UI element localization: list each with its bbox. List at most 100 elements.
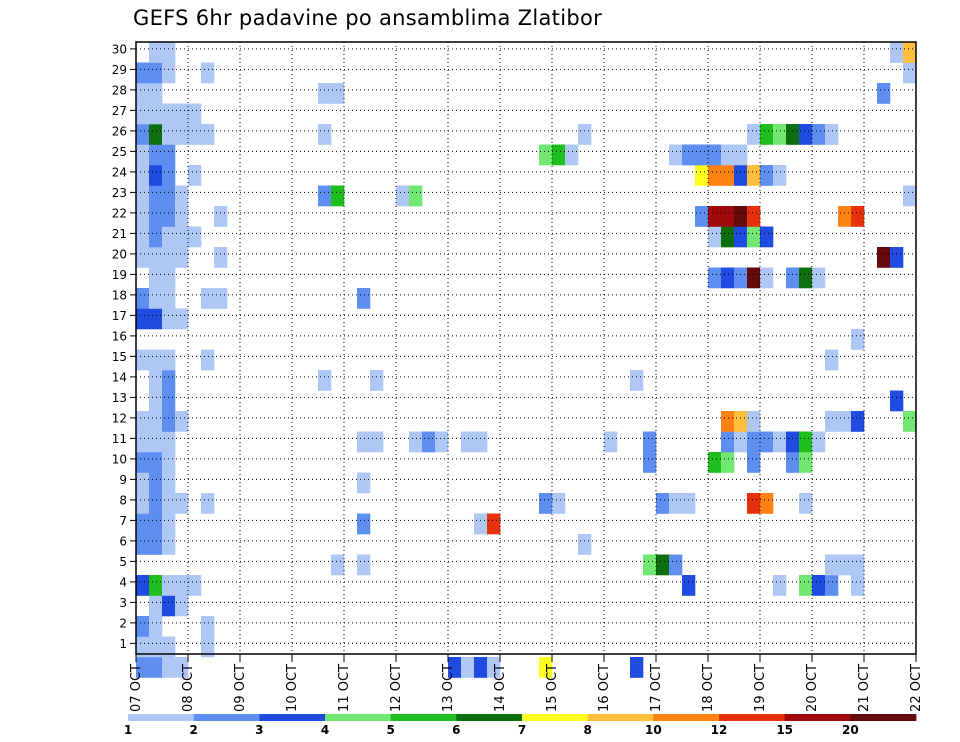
heatmap-cell bbox=[747, 431, 761, 453]
heatmap-cell bbox=[175, 226, 189, 248]
heatmap-cell bbox=[201, 288, 215, 309]
y-tick-label: 27 bbox=[112, 104, 127, 118]
heatmap-cell bbox=[851, 554, 865, 576]
colorbar-label: 15 bbox=[776, 723, 793, 737]
heatmap-cell bbox=[552, 493, 566, 514]
heatmap-cell bbox=[149, 185, 163, 207]
heatmap-cell bbox=[799, 493, 813, 514]
heatmap-cell bbox=[162, 636, 176, 658]
colorbar-swatch bbox=[522, 714, 589, 721]
colorbar-swatch bbox=[193, 714, 260, 721]
heatmap-cell bbox=[799, 431, 813, 453]
heatmap-cell bbox=[812, 124, 826, 145]
heatmap-cell bbox=[734, 144, 748, 166]
heatmap-cell bbox=[149, 103, 163, 125]
y-tick-label: 20 bbox=[112, 247, 127, 261]
heatmap-cell bbox=[604, 431, 618, 453]
heatmap-cell bbox=[136, 452, 150, 473]
heatmap-cell bbox=[656, 554, 670, 576]
y-tick-label: 1 bbox=[119, 637, 127, 651]
heatmap-cell bbox=[331, 554, 345, 576]
heatmap-cell bbox=[136, 636, 150, 658]
x-tick-label: 10 OCT bbox=[285, 664, 300, 712]
heatmap-cell bbox=[851, 575, 865, 596]
heatmap-cell bbox=[370, 431, 384, 453]
heatmap-cell bbox=[162, 370, 176, 391]
heatmap-cell bbox=[786, 124, 800, 145]
heatmap-cell bbox=[136, 431, 150, 453]
heatmap-cell bbox=[149, 431, 163, 453]
heatmap-cell bbox=[721, 267, 735, 289]
heatmap-cell bbox=[656, 493, 670, 514]
heatmap-cell bbox=[799, 452, 813, 473]
x-tick-label: 08 OCT bbox=[181, 664, 196, 712]
x-tick-label: 16 OCT bbox=[597, 664, 612, 712]
y-tick-label: 30 bbox=[112, 42, 127, 56]
y-tick-label: 12 bbox=[112, 411, 127, 425]
heatmap-cell bbox=[357, 513, 371, 535]
heatmap-cell bbox=[136, 288, 150, 309]
heatmap-cell bbox=[721, 144, 735, 166]
heatmap-cell bbox=[162, 165, 176, 186]
heatmap-cell bbox=[162, 62, 176, 84]
heatmap-cell bbox=[773, 165, 787, 186]
colorbar-swatch bbox=[325, 714, 392, 721]
heatmap-cell bbox=[786, 267, 800, 289]
heatmap-cell bbox=[409, 431, 423, 453]
heatmap-cell bbox=[747, 493, 761, 514]
heatmap-cell bbox=[903, 42, 917, 63]
heatmap-cell bbox=[136, 513, 150, 535]
heatmap-cell bbox=[786, 431, 800, 453]
heatmap-cell bbox=[760, 267, 774, 289]
colorbar-swatch bbox=[587, 714, 654, 721]
heatmap-cell bbox=[162, 452, 176, 473]
colorbar-label: 20 bbox=[842, 723, 859, 737]
y-tick-label: 23 bbox=[112, 186, 127, 200]
heatmap-cell bbox=[188, 226, 202, 248]
heatmap-cell bbox=[149, 636, 163, 658]
x-tick-label: 18 OCT bbox=[701, 664, 716, 712]
y-tick-label: 11 bbox=[112, 432, 127, 446]
y-tick-label: 16 bbox=[112, 329, 127, 343]
heatmap-cell bbox=[149, 452, 163, 473]
heatmap-cell bbox=[734, 206, 748, 227]
y-tick-label: 7 bbox=[119, 514, 127, 528]
heatmap-cell bbox=[747, 411, 761, 432]
colorbar: 1 2 3 4 5 6 7 8 10 12 15 20 bbox=[124, 714, 917, 737]
colorbar-label: 7 bbox=[518, 723, 526, 737]
heatmap-cell bbox=[136, 144, 150, 166]
y-tick-label: 8 bbox=[119, 493, 127, 507]
heatmap-cell bbox=[487, 513, 501, 535]
y-tick-label: 28 bbox=[112, 83, 127, 97]
x-tick-label: 22 OCT bbox=[909, 664, 924, 712]
heatmap-cell bbox=[188, 103, 202, 125]
heatmap-cell bbox=[747, 206, 761, 227]
heatmap-cell bbox=[149, 595, 163, 617]
colorbar-swatch bbox=[653, 714, 720, 721]
heatmap-cell bbox=[162, 472, 176, 494]
heatmap-cell bbox=[149, 493, 163, 514]
heatmap-cell bbox=[149, 616, 163, 637]
heatmap-cell bbox=[461, 431, 475, 453]
heatmap-cell bbox=[487, 657, 501, 678]
x-tick-label: 12 OCT bbox=[389, 664, 404, 712]
heatmap-cell bbox=[136, 349, 150, 371]
colorbar-label: 10 bbox=[645, 723, 662, 737]
heatmap-cell bbox=[812, 267, 826, 289]
heatmap-cell bbox=[136, 575, 150, 596]
heatmap-cell bbox=[331, 83, 345, 104]
heatmap-cell bbox=[136, 124, 150, 145]
heatmap-cell bbox=[136, 247, 150, 268]
y-tick-label: 19 bbox=[112, 268, 127, 282]
heatmap-cell bbox=[136, 103, 150, 125]
heatmap-cell bbox=[773, 124, 787, 145]
heatmap-cell bbox=[734, 411, 748, 432]
heatmap-cell bbox=[695, 206, 709, 227]
heatmap-cell bbox=[825, 411, 839, 432]
heatmap-cell bbox=[188, 575, 202, 596]
heatmap-cell bbox=[552, 144, 566, 166]
heatmap-cell bbox=[175, 185, 189, 207]
heatmap-cell bbox=[682, 144, 696, 166]
x-tick-label: 07 OCT bbox=[129, 664, 144, 712]
heatmap-cell bbox=[422, 431, 436, 453]
